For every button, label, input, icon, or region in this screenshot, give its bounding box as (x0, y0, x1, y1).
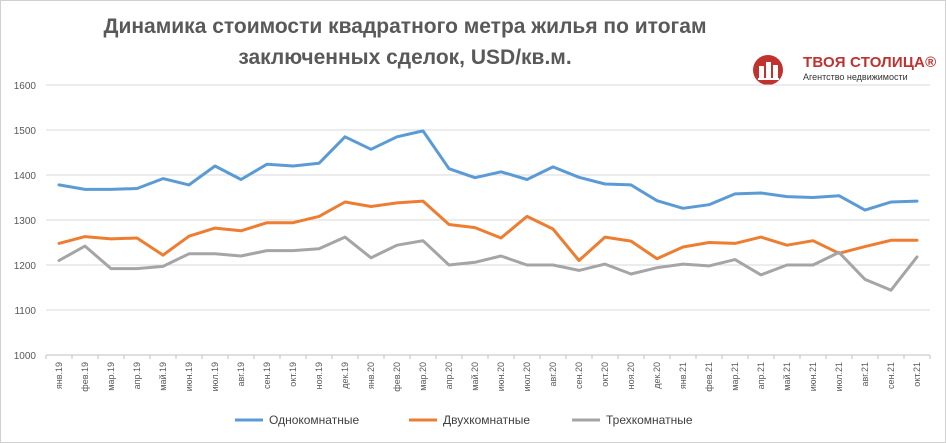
x-tick-label-сен.20: сен.20 (574, 362, 584, 389)
x-tick-label-апр.19: апр.19 (132, 362, 142, 389)
x-tick-label-фев.19: фев.19 (80, 362, 90, 392)
x-tick-label-июн.20: июн.20 (496, 362, 506, 391)
x-tick-label-сен.21: сен.21 (886, 362, 896, 389)
gridlines (46, 84, 930, 356)
x-tick-label-ноя.20: ноя.20 (626, 362, 636, 389)
legend: Однокомнатные Двухкомнатные Трехкомнатные (235, 413, 693, 427)
x-tick-label-окт.21: окт.21 (912, 362, 922, 387)
legend-label-1: Однокомнатные (269, 413, 359, 427)
chart-title-line-2: заключенных сделок, USD/кв.м. (238, 46, 572, 69)
series-line-3 (57, 235, 919, 292)
series-lines (57, 129, 919, 292)
x-tick-label-янв.20: янв.20 (366, 362, 376, 389)
series-line-2 (57, 199, 919, 262)
y-tick-label-1200: 1200 (14, 261, 37, 272)
x-tick-label-фев.21: фев.21 (704, 362, 714, 392)
x-tick-label-мар.20: мар.20 (418, 362, 428, 391)
x-tick-label-окт.19: окт.19 (288, 362, 298, 387)
y-tick-label-1000: 1000 (14, 351, 37, 362)
x-tick-label-июн.19: июн.19 (184, 362, 194, 391)
x-tick-label-мар.21: мар.21 (730, 362, 740, 391)
x-tick-label-июл.19: июл.19 (210, 362, 220, 391)
x-tick-label-авг.19: авг.19 (236, 362, 246, 386)
logo-name: ТВОЯ СТОЛИЦА® (803, 54, 937, 71)
legend-label-3: Трехкомнатные (606, 413, 693, 427)
chart-title-line-1: Динамика стоимости квадратного метра жил… (103, 15, 707, 38)
x-tick-label-дек.20: дек.20 (652, 362, 662, 389)
x-tick-label-дек.19: дек.19 (340, 362, 350, 389)
x-tick-label-июн.21: июн.21 (808, 362, 818, 391)
y-axis: 1000 1100 1200 1300 1400 1500 1600 (14, 81, 37, 362)
x-tick-label-май.21: май.21 (782, 362, 792, 391)
logo-subtitle: Агентство недвижимости (803, 72, 908, 82)
y-tick-label-1500: 1500 (14, 126, 37, 137)
x-tick-label-апр.20: апр.20 (444, 362, 454, 389)
x-tick-label-авг.21: авг.21 (860, 362, 870, 386)
x-tick-label-сен.19: сен.19 (262, 362, 272, 389)
legend-label-2: Двухкомнатные (443, 413, 530, 427)
x-tick-label-мар.19: мар.19 (106, 362, 116, 391)
building-logo-icon (753, 55, 783, 85)
x-tick-label-ноя.19: ноя.19 (314, 362, 324, 389)
x-tick-label-янв.19: янв.19 (54, 362, 64, 389)
y-tick-label-1400: 1400 (14, 171, 37, 182)
x-tick-label-янв.21: янв.21 (678, 362, 688, 389)
x-tick-label-июл.21: июл.21 (834, 362, 844, 391)
x-tick-label-май.20: май.20 (470, 362, 480, 391)
company-logo: ТВОЯ СТОЛИЦА® Агентство недвижимости (752, 54, 942, 86)
x-tick-label-апр.21: апр.21 (756, 362, 766, 389)
x-tick-label-май.19: май.19 (158, 362, 168, 391)
x-tick-label-авг.20: авг.20 (548, 362, 558, 386)
y-tick-label-1600: 1600 (14, 81, 37, 92)
x-tick-label-июл.20: июл.20 (522, 362, 532, 391)
x-tick-label-окт.20: окт.20 (600, 362, 610, 387)
y-tick-label-1100: 1100 (14, 306, 36, 317)
y-tick-label-1300: 1300 (14, 216, 37, 227)
x-axis: янв.19 фев.19 мар.19 апр.19 май.19 июн.19 июл.… (45, 355, 931, 392)
series-line-1 (57, 129, 919, 212)
x-tick-label-фев.20: фев.20 (392, 362, 402, 392)
